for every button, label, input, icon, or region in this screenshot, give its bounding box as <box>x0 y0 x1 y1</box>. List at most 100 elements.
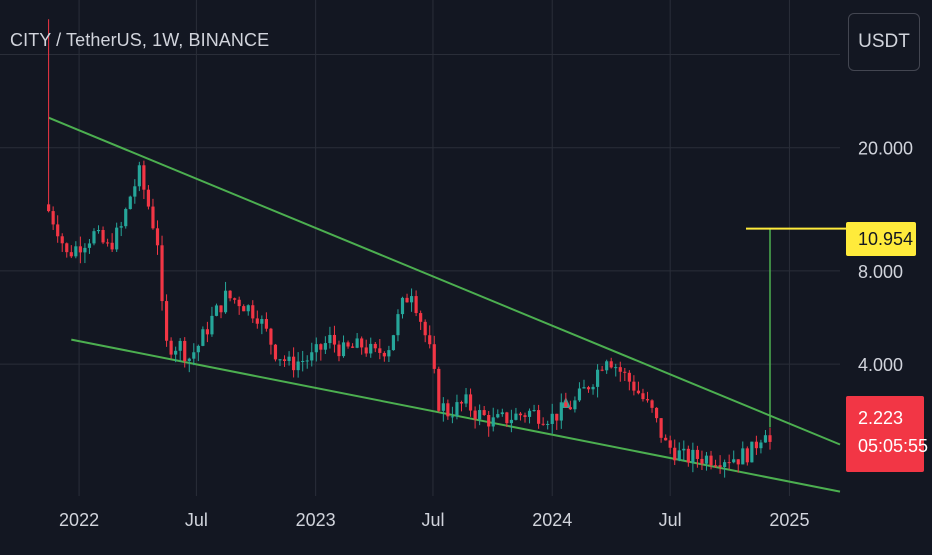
candle-body <box>446 403 450 417</box>
candle-body <box>178 340 182 351</box>
candle-body <box>382 352 386 357</box>
candle-body <box>155 228 160 246</box>
candle-body <box>695 449 699 459</box>
x-tick-label: 2025 <box>769 510 809 530</box>
candle-body <box>414 296 418 314</box>
candle-body <box>723 462 727 468</box>
candle-body <box>659 418 663 438</box>
candle-body <box>115 227 119 250</box>
candle-body <box>541 423 545 425</box>
candle-body <box>577 388 582 401</box>
candle-body <box>296 361 300 371</box>
candle-body <box>618 367 622 372</box>
candle-body <box>459 402 464 404</box>
candle-body <box>233 298 237 300</box>
candle-body <box>260 319 264 324</box>
candle-body <box>491 417 495 427</box>
candle-body <box>668 440 672 448</box>
candle-body <box>47 204 51 212</box>
candle-body <box>400 297 405 315</box>
candle-body <box>378 348 382 353</box>
candle-body <box>496 414 500 418</box>
candle-body <box>745 448 749 463</box>
candle-body <box>686 448 690 463</box>
candle-body <box>754 441 758 449</box>
candle-body <box>151 206 155 229</box>
candle-body <box>183 340 187 362</box>
candle-body <box>419 313 423 322</box>
candle-body <box>246 305 250 312</box>
candle-body <box>423 321 427 336</box>
candle-body <box>600 369 604 371</box>
candle-body <box>736 459 740 465</box>
candle-body <box>242 306 246 312</box>
candle-body <box>636 390 641 394</box>
x-tick-label: 2024 <box>532 510 572 530</box>
candle-body <box>273 344 278 360</box>
x-tick-label: Jul <box>185 510 208 530</box>
candle-body <box>596 369 600 387</box>
candle-body <box>69 252 73 257</box>
candle-body <box>328 334 332 344</box>
candle-body <box>437 368 441 411</box>
candle-body <box>314 344 318 353</box>
candle-body <box>160 245 164 302</box>
currency-button[interactable]: USDT <box>848 13 920 71</box>
candle-body <box>664 437 668 441</box>
y-tick-label: 4.000 <box>858 355 903 375</box>
candle-body <box>287 356 291 361</box>
candle-body <box>514 413 518 420</box>
candle-body <box>609 361 613 368</box>
candle-body <box>83 247 87 253</box>
last-price-tag: 2.223 05:05:55 <box>846 396 928 472</box>
candle-body <box>355 338 359 348</box>
candle-body <box>432 344 436 369</box>
candle-body <box>700 458 704 464</box>
candle-body <box>487 415 491 427</box>
candle-body <box>56 224 60 237</box>
candle-body <box>682 448 686 451</box>
candle-body <box>251 305 255 319</box>
candle-body <box>677 450 681 461</box>
candle-body <box>164 301 169 341</box>
candle-body <box>106 242 110 244</box>
candle-body <box>632 381 636 391</box>
candle-body <box>546 423 550 425</box>
last-price-value: 2.223 <box>858 408 904 428</box>
candle-body <box>301 360 305 362</box>
candle-body <box>65 243 69 253</box>
candle-body <box>205 329 209 335</box>
candle-body <box>128 196 132 210</box>
candle-body <box>654 407 659 419</box>
candle-body <box>478 410 482 420</box>
upper-trendline <box>48 116 841 446</box>
candle-body <box>505 412 509 424</box>
candle-body <box>555 413 559 421</box>
candle-body <box>405 297 409 303</box>
candle-body <box>346 342 350 347</box>
candle-body <box>464 394 468 404</box>
candle-body <box>78 246 82 253</box>
candle-body <box>373 343 377 349</box>
candle-body <box>387 350 391 357</box>
candle-body <box>223 290 228 313</box>
x-tick-label: 2022 <box>59 510 99 530</box>
candle-body <box>568 407 572 410</box>
candle-body <box>614 367 618 369</box>
candle-body <box>219 305 223 313</box>
candle-body <box>310 352 314 361</box>
candle-body <box>269 328 273 345</box>
candle-body <box>278 359 282 361</box>
candle-body <box>482 410 486 416</box>
candle-body <box>142 165 146 190</box>
candle-body <box>623 371 627 373</box>
candle-body <box>237 299 241 307</box>
candle-body <box>360 338 364 348</box>
candle-body <box>364 347 368 354</box>
trendlines <box>48 116 846 493</box>
candle-body <box>409 296 414 303</box>
candle-body <box>341 342 346 357</box>
candle-body <box>468 394 473 411</box>
